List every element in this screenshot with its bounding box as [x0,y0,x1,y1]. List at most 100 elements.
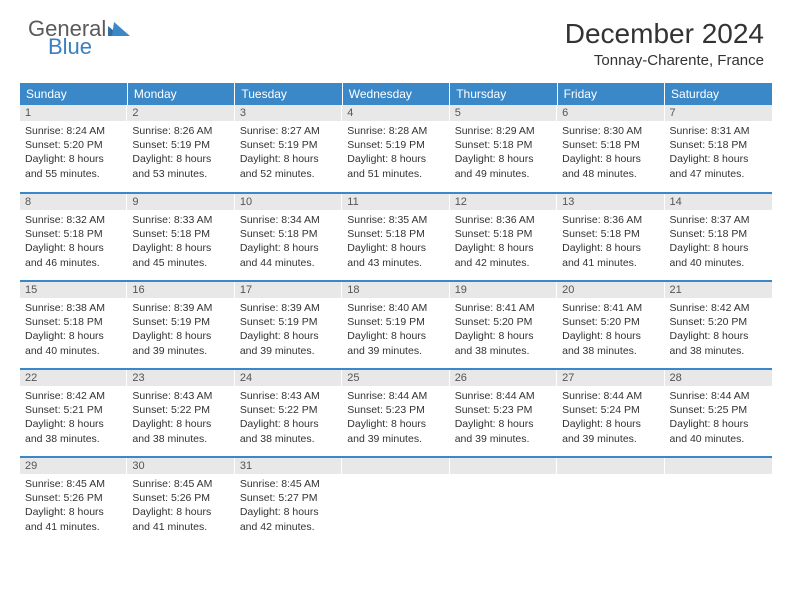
brand-logo: General Blue [28,18,132,58]
day-number: 22 [20,370,127,386]
page-header: General Blue December 2024 Tonnay-Charen… [0,0,792,77]
day-number: 10 [235,194,342,210]
daylight-text: Daylight: 8 hours and 38 minutes. [240,417,337,445]
sunrise-text: Sunrise: 8:40 AM [347,301,444,315]
calendar-day-cell: 9Sunrise: 8:33 AMSunset: 5:18 PMDaylight… [127,193,234,281]
daylight-text: Daylight: 8 hours and 42 minutes. [455,241,552,269]
sunset-text: Sunset: 5:18 PM [455,227,552,241]
sunset-text: Sunset: 5:23 PM [455,403,552,417]
calendar-day-cell: 1Sunrise: 8:24 AMSunset: 5:20 PMDaylight… [20,105,127,193]
sunset-text: Sunset: 5:18 PM [347,227,444,241]
calendar-day-cell: 11Sunrise: 8:35 AMSunset: 5:18 PMDayligh… [342,193,449,281]
sunset-text: Sunset: 5:18 PM [25,315,122,329]
calendar-day-cell: 5Sunrise: 8:29 AMSunset: 5:18 PMDaylight… [450,105,557,193]
daylight-text: Daylight: 8 hours and 45 minutes. [132,241,229,269]
day-number: 31 [235,458,342,474]
day-number: 3 [235,105,342,121]
daylight-text: Daylight: 8 hours and 39 minutes. [132,329,229,357]
day-details: Sunrise: 8:33 AMSunset: 5:18 PMDaylight:… [127,210,234,274]
calendar-day-cell [557,457,664,545]
day-number: 15 [20,282,127,298]
sunset-text: Sunset: 5:18 PM [562,227,659,241]
daylight-text: Daylight: 8 hours and 42 minutes. [240,505,337,533]
sunset-text: Sunset: 5:20 PM [25,138,122,152]
day-details: Sunrise: 8:37 AMSunset: 5:18 PMDaylight:… [665,210,772,274]
sunset-text: Sunset: 5:18 PM [670,227,767,241]
calendar-day-cell: 3Sunrise: 8:27 AMSunset: 5:19 PMDaylight… [235,105,342,193]
calendar-day-cell: 12Sunrise: 8:36 AMSunset: 5:18 PMDayligh… [450,193,557,281]
day-details: Sunrise: 8:36 AMSunset: 5:18 PMDaylight:… [450,210,557,274]
day-details: Sunrise: 8:41 AMSunset: 5:20 PMDaylight:… [557,298,664,362]
sunrise-text: Sunrise: 8:44 AM [670,389,767,403]
weekday-header: Saturday [665,83,772,105]
sunset-text: Sunset: 5:19 PM [240,138,337,152]
calendar-day-cell: 19Sunrise: 8:41 AMSunset: 5:20 PMDayligh… [450,281,557,369]
sunset-text: Sunset: 5:23 PM [347,403,444,417]
daylight-text: Daylight: 8 hours and 47 minutes. [670,152,767,180]
daylight-text: Daylight: 8 hours and 46 minutes. [25,241,122,269]
calendar-day-cell: 20Sunrise: 8:41 AMSunset: 5:20 PMDayligh… [557,281,664,369]
calendar-day-cell: 29Sunrise: 8:45 AMSunset: 5:26 PMDayligh… [20,457,127,545]
daylight-text: Daylight: 8 hours and 38 minutes. [455,329,552,357]
weekday-header: Sunday [20,83,127,105]
daylight-text: Daylight: 8 hours and 39 minutes. [347,329,444,357]
weekday-header: Tuesday [235,83,342,105]
daylight-text: Daylight: 8 hours and 53 minutes. [132,152,229,180]
day-number-empty [665,458,772,474]
brand-triangle-icon [108,18,130,40]
calendar-day-cell: 2Sunrise: 8:26 AMSunset: 5:19 PMDaylight… [127,105,234,193]
day-details: Sunrise: 8:36 AMSunset: 5:18 PMDaylight:… [557,210,664,274]
day-details: Sunrise: 8:44 AMSunset: 5:25 PMDaylight:… [665,386,772,450]
day-details: Sunrise: 8:45 AMSunset: 5:26 PMDaylight:… [20,474,127,538]
sunset-text: Sunset: 5:25 PM [670,403,767,417]
sunset-text: Sunset: 5:19 PM [240,315,337,329]
calendar-day-cell: 25Sunrise: 8:44 AMSunset: 5:23 PMDayligh… [342,369,449,457]
day-details: Sunrise: 8:34 AMSunset: 5:18 PMDaylight:… [235,210,342,274]
daylight-text: Daylight: 8 hours and 44 minutes. [240,241,337,269]
day-number: 23 [127,370,234,386]
day-number: 14 [665,194,772,210]
calendar-day-cell: 15Sunrise: 8:38 AMSunset: 5:18 PMDayligh… [20,281,127,369]
day-details-empty [450,474,557,534]
calendar-day-cell: 10Sunrise: 8:34 AMSunset: 5:18 PMDayligh… [235,193,342,281]
day-details: Sunrise: 8:43 AMSunset: 5:22 PMDaylight:… [235,386,342,450]
calendar-day-cell: 24Sunrise: 8:43 AMSunset: 5:22 PMDayligh… [235,369,342,457]
day-number: 11 [342,194,449,210]
sunrise-text: Sunrise: 8:41 AM [562,301,659,315]
day-details: Sunrise: 8:35 AMSunset: 5:18 PMDaylight:… [342,210,449,274]
day-number: 16 [127,282,234,298]
sunrise-text: Sunrise: 8:37 AM [670,213,767,227]
sunset-text: Sunset: 5:27 PM [240,491,337,505]
sunrise-text: Sunrise: 8:44 AM [347,389,444,403]
daylight-text: Daylight: 8 hours and 38 minutes. [132,417,229,445]
calendar-week-row: 29Sunrise: 8:45 AMSunset: 5:26 PMDayligh… [20,457,772,545]
day-details: Sunrise: 8:44 AMSunset: 5:23 PMDaylight:… [450,386,557,450]
sunrise-text: Sunrise: 8:31 AM [670,124,767,138]
title-block: December 2024 Tonnay-Charente, France [565,18,764,69]
sunset-text: Sunset: 5:18 PM [455,138,552,152]
calendar-day-cell: 22Sunrise: 8:42 AMSunset: 5:21 PMDayligh… [20,369,127,457]
calendar-day-cell: 26Sunrise: 8:44 AMSunset: 5:23 PMDayligh… [450,369,557,457]
location-subtitle: Tonnay-Charente, France [565,52,764,69]
day-number: 9 [127,194,234,210]
day-number: 27 [557,370,664,386]
calendar-day-cell: 16Sunrise: 8:39 AMSunset: 5:19 PMDayligh… [127,281,234,369]
sunrise-text: Sunrise: 8:44 AM [562,389,659,403]
sunset-text: Sunset: 5:18 PM [240,227,337,241]
daylight-text: Daylight: 8 hours and 38 minutes. [562,329,659,357]
sunrise-text: Sunrise: 8:39 AM [240,301,337,315]
calendar-day-cell: 17Sunrise: 8:39 AMSunset: 5:19 PMDayligh… [235,281,342,369]
day-details: Sunrise: 8:43 AMSunset: 5:22 PMDaylight:… [127,386,234,450]
day-details: Sunrise: 8:40 AMSunset: 5:19 PMDaylight:… [342,298,449,362]
calendar-day-cell: 21Sunrise: 8:42 AMSunset: 5:20 PMDayligh… [665,281,772,369]
calendar-day-cell: 14Sunrise: 8:37 AMSunset: 5:18 PMDayligh… [665,193,772,281]
month-title: December 2024 [565,18,764,50]
calendar-day-cell: 30Sunrise: 8:45 AMSunset: 5:26 PMDayligh… [127,457,234,545]
calendar-day-cell: 6Sunrise: 8:30 AMSunset: 5:18 PMDaylight… [557,105,664,193]
day-number: 13 [557,194,664,210]
day-details: Sunrise: 8:28 AMSunset: 5:19 PMDaylight:… [342,121,449,185]
day-details: Sunrise: 8:24 AMSunset: 5:20 PMDaylight:… [20,121,127,185]
weekday-header: Wednesday [342,83,449,105]
day-number: 8 [20,194,127,210]
sunrise-text: Sunrise: 8:26 AM [132,124,229,138]
